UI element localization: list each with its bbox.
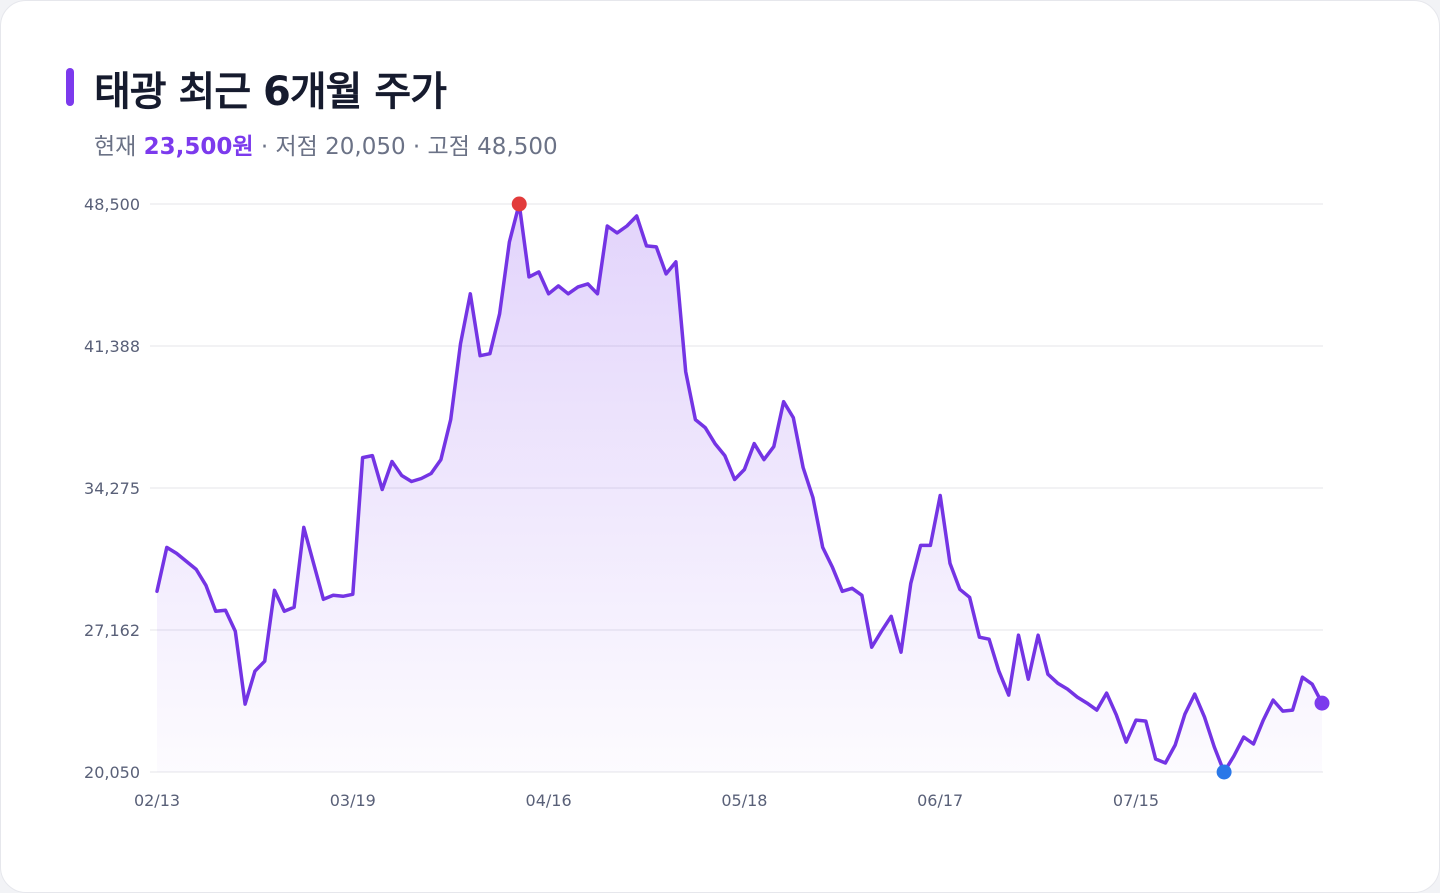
x-tick-label: 06/17 — [917, 791, 963, 810]
current-point-marker — [1314, 695, 1330, 711]
x-tick-label: 05/18 — [721, 791, 767, 810]
x-tick-label: 02/13 — [134, 791, 180, 810]
low-price-text: · 저점 20,050 — [253, 134, 406, 160]
high-price-text: · 고점 48,500 — [405, 134, 558, 160]
price-summary: 현재 23,500원 · 저점 20,050 · 고점 48,500 — [94, 127, 558, 161]
x-tick-label: 07/15 — [1113, 791, 1159, 810]
price-area-fill — [157, 204, 1322, 772]
y-tick-label: 27,162 — [84, 621, 140, 640]
current-label: 현재 — [94, 134, 137, 160]
y-tick-label: 20,050 — [84, 763, 140, 782]
title-accent-bar — [66, 68, 74, 106]
x-tick-label: 04/16 — [526, 791, 572, 810]
current-price: 23,500원 — [143, 134, 254, 160]
y-tick-label: 34,275 — [84, 479, 140, 498]
low-point-marker — [1216, 764, 1232, 780]
high-point-marker — [511, 196, 527, 212]
chart-title: 태광 최근 6개월 주가 — [94, 69, 447, 115]
price-line — [155, 202, 1324, 774]
y-tick-label: 41,388 — [84, 337, 140, 356]
y-tick-label: 48,500 — [84, 195, 140, 214]
x-tick-label: 03/19 — [330, 791, 376, 810]
